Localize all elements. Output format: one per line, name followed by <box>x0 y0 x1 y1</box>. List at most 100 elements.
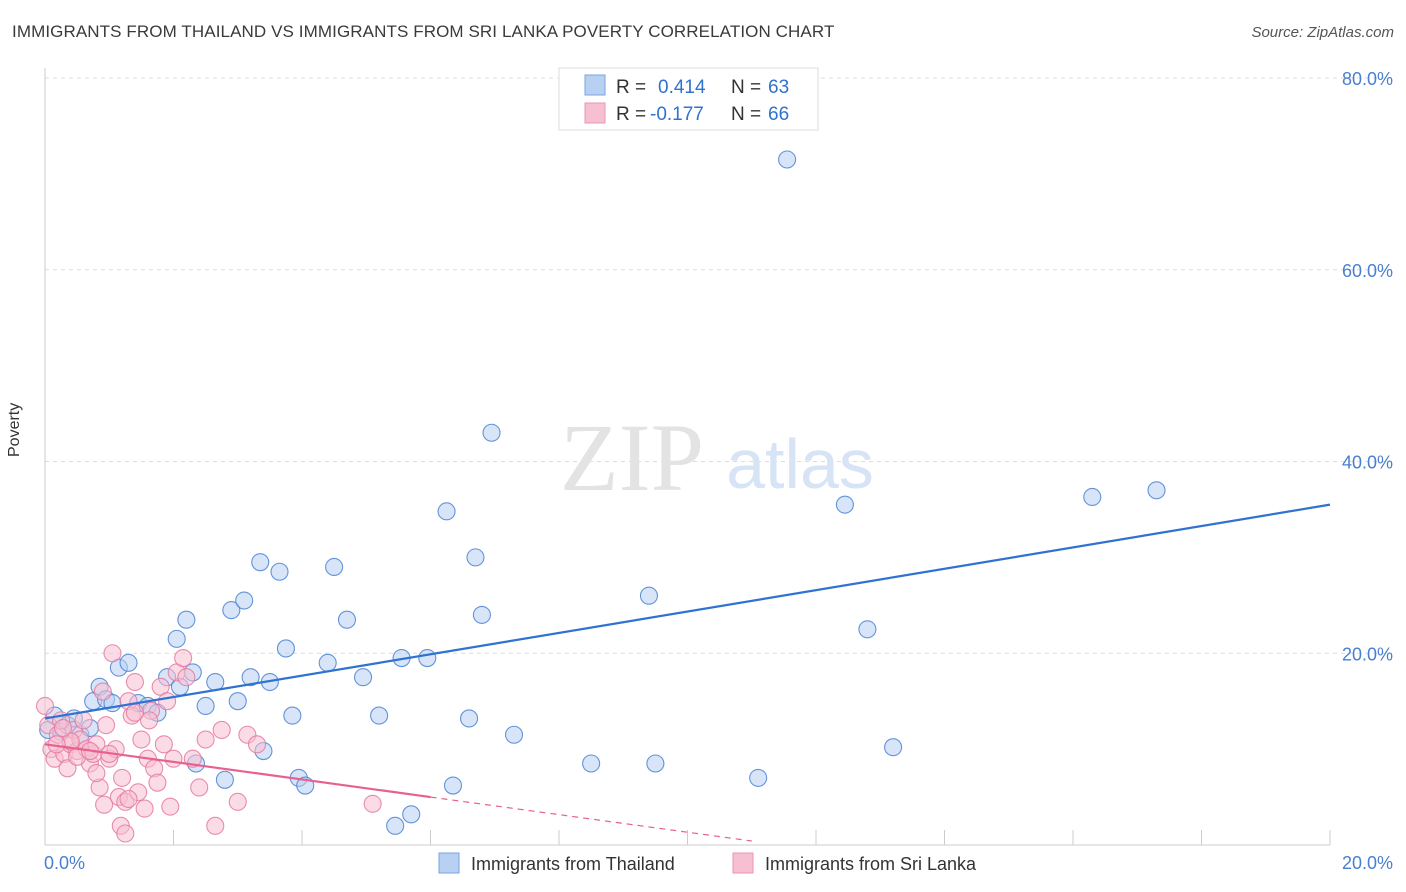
data-points <box>35 150 1166 843</box>
data-point-blue <box>418 648 437 668</box>
stats-legend-swatch-blue <box>584 74 606 96</box>
data-point-pink <box>148 773 167 792</box>
data-point-pink <box>161 797 180 816</box>
data-point-blue <box>337 610 357 629</box>
data-point-blue <box>206 672 225 692</box>
data-point-pink <box>95 795 114 814</box>
data-point-blue <box>778 150 797 169</box>
data-point-blue <box>582 754 601 773</box>
stats-legend-n-value: 63 <box>768 77 789 98</box>
data-point-blue <box>386 816 405 835</box>
stats-legend-n-value: 66 <box>768 104 789 125</box>
data-point-pink <box>125 672 144 692</box>
axes <box>44 68 1331 846</box>
data-point-blue <box>251 553 270 572</box>
stats-legend-n-label: N = <box>731 77 761 98</box>
data-point-blue <box>1083 487 1102 507</box>
trend-line-pink <box>44 743 431 799</box>
series-legend: Immigrants from Thailand Immigrants from… <box>438 852 977 874</box>
data-point-blue <box>639 586 659 605</box>
data-point-blue <box>353 668 373 687</box>
data-point-blue <box>437 502 456 521</box>
data-point-blue <box>884 738 903 757</box>
data-point-blue <box>858 620 877 639</box>
data-point-blue <box>270 562 289 581</box>
data-point-pink <box>116 824 135 843</box>
data-point-blue <box>215 770 234 789</box>
data-point-blue <box>228 692 247 711</box>
data-point-pink <box>363 794 382 813</box>
data-point-pink <box>35 696 55 716</box>
x-tick-labels: 0.0% 20.0% <box>44 853 1393 873</box>
data-point-blue <box>318 653 337 672</box>
x-tick-label: 0.0% <box>44 853 85 873</box>
data-point-pink <box>228 792 247 811</box>
y-tick-label: 40.0% <box>1342 453 1393 473</box>
data-point-blue <box>443 776 463 795</box>
y-tick-label: 80.0% <box>1342 69 1393 89</box>
y-tick-label: 20.0% <box>1342 644 1393 664</box>
data-point-pink <box>177 668 196 687</box>
data-point-blue <box>167 629 186 648</box>
data-point-blue <box>472 605 491 624</box>
trend-lines <box>44 503 1331 842</box>
data-point-blue <box>222 601 241 620</box>
grid <box>45 77 1392 654</box>
data-point-pink <box>87 764 106 783</box>
data-point-blue <box>119 653 138 672</box>
data-point-pink <box>103 644 122 663</box>
y-axis-label: Poverty <box>6 403 24 457</box>
data-point-pink <box>135 799 154 818</box>
stats-legend-n-label: N = <box>731 104 761 125</box>
data-point-blue <box>835 495 854 514</box>
data-point-blue <box>466 548 485 567</box>
data-point-blue <box>283 706 302 725</box>
watermark-zip: ZIP <box>560 404 704 511</box>
data-point-pink <box>96 716 116 735</box>
data-point-blue <box>177 610 196 629</box>
y-tick-labels: 20.0% 40.0% 60.0% 80.0% <box>1342 69 1393 664</box>
legend-swatch-srilanka <box>732 852 754 874</box>
stats-legend-r-value: -0.177 <box>650 104 704 125</box>
legend-label-srilanka: Immigrants from Sri Lanka <box>765 854 977 874</box>
data-point-pink <box>164 749 183 768</box>
stats-legend-swatch-pink <box>584 102 606 124</box>
trend-line-blue <box>44 503 1331 720</box>
data-point-pink <box>190 778 209 797</box>
data-point-pink <box>93 682 112 701</box>
data-point-blue <box>1147 481 1166 500</box>
stats-legend: R = 0.414 N = 63 R = -0.177 N = 66 <box>558 67 819 131</box>
data-point-blue <box>646 754 665 773</box>
data-point-pink <box>53 718 73 738</box>
data-point-blue <box>482 423 501 442</box>
data-point-pink <box>206 816 225 835</box>
data-point-blue <box>749 768 768 787</box>
data-point-blue <box>276 639 295 658</box>
data-point-blue <box>241 668 260 687</box>
data-point-blue <box>402 805 421 824</box>
data-point-pink <box>196 730 215 749</box>
data-point-pink <box>154 735 173 754</box>
data-point-blue <box>370 706 389 725</box>
data-point-pink <box>119 789 138 809</box>
chart-title: IMMIGRANTS FROM THAILAND VS IMMIGRANTS F… <box>12 22 835 41</box>
data-point-blue <box>235 591 254 610</box>
data-point-pink <box>247 735 267 754</box>
data-point-pink <box>125 703 144 722</box>
trend-line-dashed-pink <box>430 796 752 842</box>
stats-legend-r-value: 0.414 <box>658 77 706 98</box>
stats-legend-r-label: R = <box>616 104 646 125</box>
data-point-blue <box>196 696 215 716</box>
data-point-pink <box>113 768 132 787</box>
data-point-pink <box>132 730 151 749</box>
data-point-blue <box>325 557 344 577</box>
x-tick-label: 20.0% <box>1342 853 1393 873</box>
data-point-blue <box>459 709 479 728</box>
data-point-pink <box>74 711 93 730</box>
y-tick-label: 60.0% <box>1342 261 1393 281</box>
stats-legend-r-label: R = <box>616 77 646 98</box>
legend-label-thailand: Immigrants from Thailand <box>471 854 675 874</box>
legend-swatch-thailand <box>438 852 460 874</box>
watermark-atlas: atlas <box>726 425 874 503</box>
